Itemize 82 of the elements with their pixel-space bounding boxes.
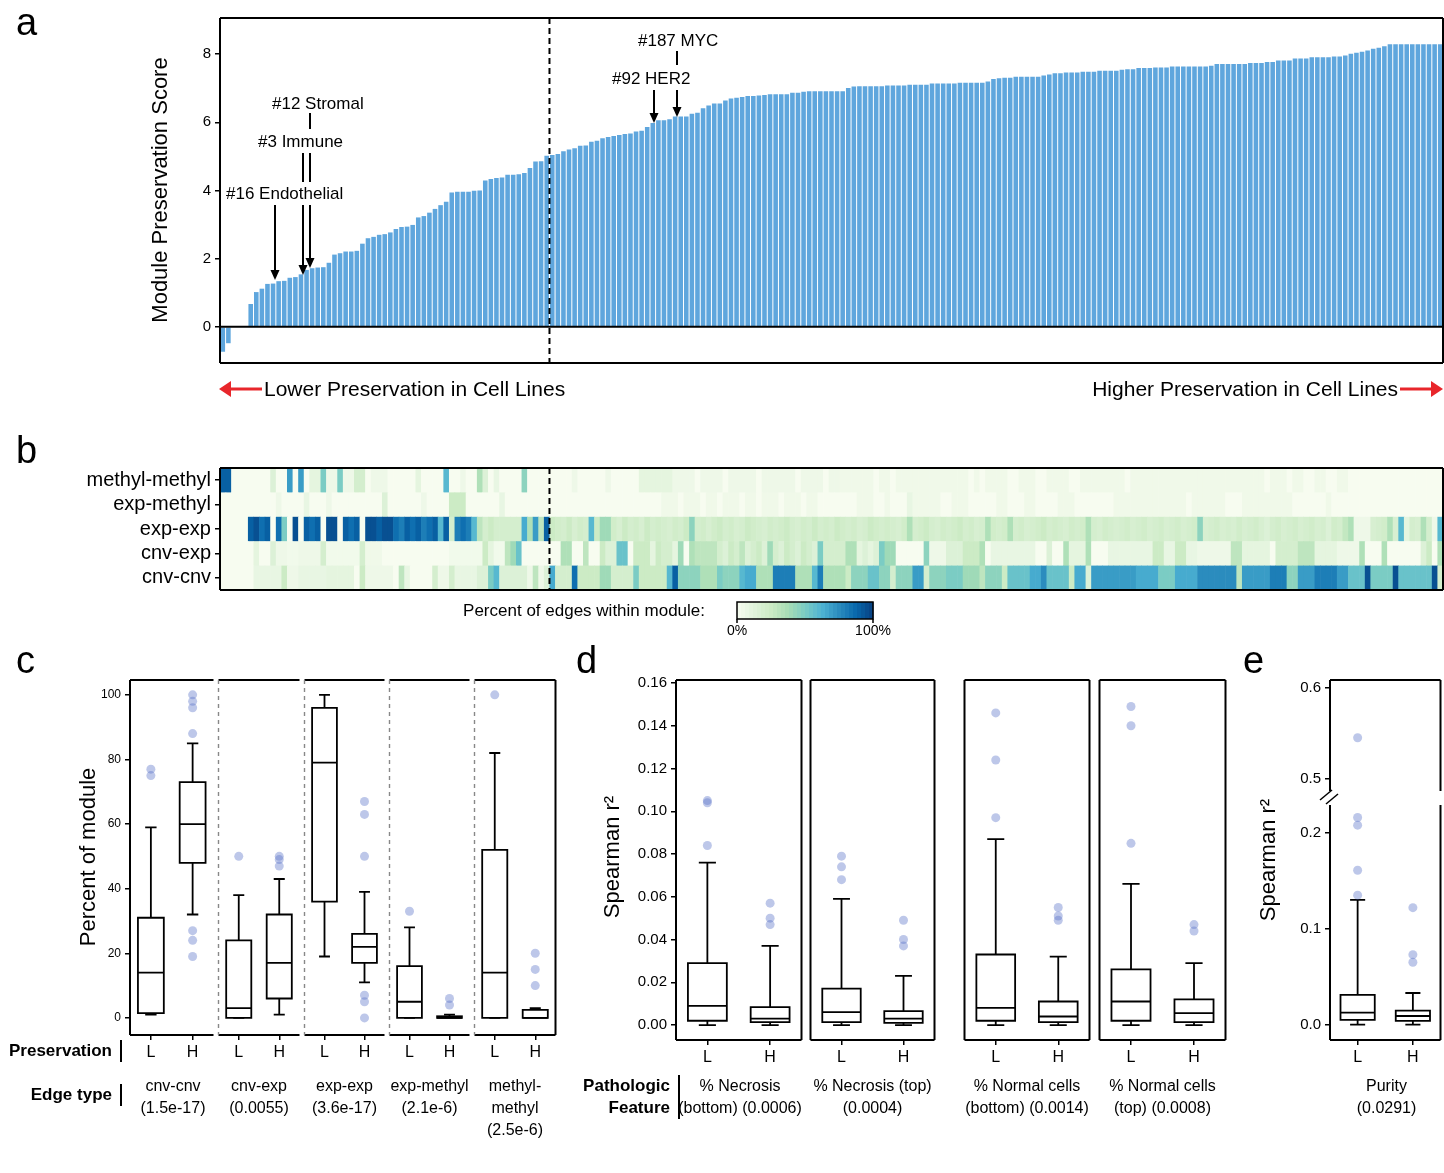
y-tick-label: 6	[202, 112, 211, 130]
annotation: #12 Stromal	[272, 93, 364, 115]
y-tick-label: 0	[202, 317, 211, 334]
y-tick-label: 60	[107, 816, 122, 831]
x-tick-label: L	[837, 1048, 847, 1066]
x-tick-label: L	[702, 1048, 712, 1066]
x-axis-title: exp-methyl (2.1e-6)	[389, 1076, 470, 1118]
x-axis-title: cnv-cnv (1.5e-17)	[139, 1076, 207, 1118]
y-tick-label: cnv-cnv	[142, 565, 211, 588]
text: Pathologic Feature	[570, 1075, 680, 1119]
x-axis-title: cnv-exp (0.0055)	[228, 1076, 290, 1118]
color-bar-title: Percent of edges within module:	[463, 601, 705, 621]
x-axis-title: methyl-methyl (2.5e-6)	[486, 1076, 544, 1140]
y-tick-label: 100	[100, 687, 122, 702]
text: Lower Preservation in Cell Lines	[264, 376, 566, 402]
y-tick-label: exp-exp	[139, 516, 211, 539]
chart-title: b	[16, 429, 38, 471]
chart-title: e	[1243, 639, 1265, 681]
annotation: #187 MYC	[638, 30, 719, 52]
y-tick-label: exp-methyl	[113, 492, 211, 515]
y-axis-title: Spearman r²	[599, 795, 625, 919]
y-tick-label: 40	[107, 880, 122, 895]
y-tick-label: 0.5	[1300, 768, 1321, 786]
y-tick-label: 0.1	[1300, 918, 1321, 936]
x-tick-label: H	[897, 1048, 910, 1066]
x-tick-label: H	[1407, 1048, 1419, 1066]
y-tick-label: methyl-methyl	[86, 467, 211, 490]
chart-title: c	[16, 639, 35, 681]
x-axis-title: Purity (0.0291)	[1355, 1076, 1418, 1118]
y-tick-label: 0.02	[637, 972, 667, 990]
y-tick-label: 0	[114, 1010, 122, 1025]
y-tick-label: 0.10	[637, 801, 667, 819]
x-tick-label: H	[1052, 1048, 1065, 1066]
y-tick-label: 4	[202, 180, 211, 198]
annotation: #3 Immune	[258, 131, 344, 153]
y-tick-label: 0.12	[637, 758, 667, 776]
x-tick-label: L	[490, 1043, 500, 1061]
x-tick-label: L	[320, 1043, 330, 1061]
color-bar-label: 100%	[855, 621, 891, 638]
x-axis-title: % Normal cells (bottom) (0.0014)	[964, 1076, 1090, 1118]
x-axis-title: % Necrosis (bottom) (0.0006)	[677, 1076, 803, 1118]
y-tick-label: 80	[107, 751, 122, 766]
x-tick-label: H	[764, 1048, 776, 1066]
color-bar-label: 0%	[726, 621, 748, 638]
y-tick-label: 0.14	[637, 715, 667, 733]
y-tick-label: 2	[202, 248, 211, 266]
x-tick-label: H	[273, 1043, 286, 1061]
y-tick-label: 0.06	[637, 886, 667, 904]
y-tick-label: 0.6	[1300, 678, 1321, 696]
y-tick-label: 0.04	[637, 929, 667, 947]
y-axis-title: Spearman r²	[1255, 798, 1281, 922]
x-tick-label: L	[146, 1043, 156, 1061]
y-tick-label: 8	[202, 44, 211, 62]
x-tick-label: H	[529, 1043, 542, 1061]
y-tick-label: 0.00	[637, 1015, 667, 1033]
annotation: #92 HER2	[612, 68, 691, 90]
annotation: #16 Endothelial	[226, 183, 344, 205]
chart-title: a	[16, 1, 38, 43]
x-tick-label: L	[1126, 1048, 1136, 1066]
chart-title: d	[576, 639, 598, 681]
y-tick-label: cnv-exp	[140, 540, 211, 563]
text: Preservation	[9, 1040, 122, 1062]
y-axis-title: Module Preservation Score	[147, 57, 173, 323]
text: Edge type	[30, 1084, 122, 1106]
x-tick-label: H	[358, 1043, 371, 1061]
x-tick-label: L	[405, 1043, 415, 1061]
y-tick-label: 0.08	[637, 844, 667, 862]
x-tick-label: L	[1353, 1048, 1363, 1066]
x-axis-title: exp-exp (3.6e-17)	[311, 1076, 378, 1118]
x-tick-label: L	[991, 1048, 1001, 1066]
x-tick-label: H	[186, 1043, 199, 1061]
x-axis-title: % Normal cells (top) (0.0008)	[1108, 1076, 1217, 1118]
text: Higher Preservation in Cell Lines	[1092, 376, 1398, 402]
x-tick-label: L	[234, 1043, 244, 1061]
y-tick-label: 20	[107, 945, 122, 960]
x-tick-label: H	[443, 1043, 456, 1061]
y-tick-label: 0.2	[1300, 822, 1321, 840]
y-tick-label: 0.0	[1300, 1014, 1321, 1032]
x-axis-title: % Necrosis (top) (0.0004)	[812, 1076, 933, 1118]
y-axis-title: Percent of module	[75, 767, 101, 947]
y-tick-label: 0.16	[637, 673, 667, 691]
x-tick-label: H	[1188, 1048, 1200, 1066]
